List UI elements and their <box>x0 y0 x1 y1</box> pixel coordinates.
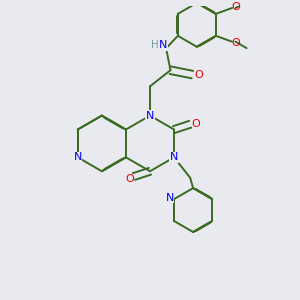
Text: O: O <box>191 119 200 129</box>
Text: O: O <box>194 70 203 80</box>
Text: O: O <box>125 174 134 184</box>
Text: N: N <box>159 40 167 50</box>
Text: N: N <box>146 111 154 121</box>
Text: O: O <box>231 38 240 48</box>
Text: N: N <box>74 152 82 162</box>
Text: N: N <box>166 193 174 202</box>
Text: N: N <box>170 152 178 162</box>
Text: H: H <box>151 40 159 50</box>
Text: O: O <box>231 2 240 11</box>
